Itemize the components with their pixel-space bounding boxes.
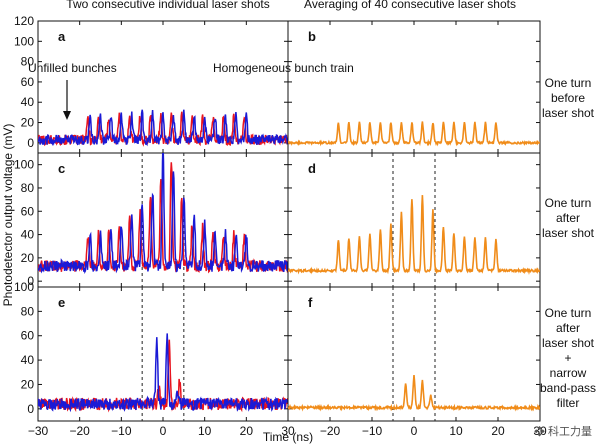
series-line-shot-2 (38, 153, 288, 275)
panel-letter: b (308, 29, 316, 44)
x-tick-label: −30 (28, 424, 49, 438)
series-line-average (288, 121, 540, 147)
y-tick-label: 0 (27, 274, 34, 288)
x-tick-label: 30 (281, 424, 295, 438)
side-label-line: One turn (545, 76, 592, 90)
x-tick-label: −10 (362, 424, 383, 438)
left-column-title: Two consecutive individual laser shots (66, 0, 269, 11)
y-tick-label: 60 (21, 329, 35, 343)
unfilled-bunches-annotation: Unfilled bunches (28, 61, 117, 75)
y-tick-label: 40 (21, 353, 35, 367)
panel-c: 0 20 40 60 80 100 c (14, 152, 289, 288)
y-tick-label: 20 (21, 116, 35, 130)
side-label-line: laser shot (542, 336, 595, 350)
y-tick-label: 40 (21, 95, 35, 109)
x-tick-label: 10 (449, 424, 463, 438)
side-label-line: One turn (545, 306, 592, 320)
series-line-shot-2 (38, 333, 288, 413)
panel-letter: d (308, 161, 316, 176)
panel-e: 0 20 40 60 80 100 −30 −20 −10 0 10 20 30 e (14, 280, 295, 438)
y-tick-label: 120 (14, 14, 34, 28)
x-tick-label: −20 (69, 424, 90, 438)
side-label-line: + (564, 351, 571, 365)
panel-letter: f (308, 295, 313, 310)
y-tick-label: 60 (21, 204, 35, 218)
y-tick-label: 0 (27, 402, 34, 416)
panel-letter: c (58, 161, 65, 176)
y-tick-label: 20 (21, 251, 35, 265)
series-line-average (288, 195, 540, 275)
panel-b: b (287, 20, 541, 154)
side-label-line: laser shot (542, 106, 595, 120)
y-tick-label: 80 (21, 181, 35, 195)
panel-d: d (287, 152, 541, 288)
homogeneous-bunch-train-annotation: Homogeneous bunch train (213, 61, 354, 75)
panel-letter: a (58, 29, 66, 44)
y-tick-label: 100 (14, 280, 34, 294)
watermark-logo: ❖ 科工力量 (534, 423, 592, 439)
side-label-line: narrow (550, 366, 587, 380)
x-tick-label: 20 (491, 424, 505, 438)
series-line-average (288, 375, 540, 412)
y-tick-label: 0 (27, 136, 34, 150)
x-tick-label: 30 (533, 424, 547, 438)
x-tick-label: −10 (111, 424, 132, 438)
watermark-text: 科工力量 (548, 426, 592, 438)
x-tick-label: 0 (160, 424, 167, 438)
x-tick-label: 0 (411, 424, 418, 438)
unfilled-bunches-arrow (63, 80, 71, 120)
x-tick-label: 20 (240, 424, 254, 438)
y-axis-label: Photodetector output voltage (mV) (1, 124, 15, 307)
panel-a: 0 20 40 60 80 100 120 a (14, 14, 289, 154)
panel-letter: e (58, 295, 65, 310)
panel-f-frame (287, 286, 541, 422)
side-label-line: One turn (545, 196, 592, 210)
y-tick-label: 40 (21, 228, 35, 242)
x-tick-label: 10 (198, 424, 212, 438)
side-label-line: before (551, 91, 585, 105)
right-column-title: Averaging of 40 consecutive laser shots (304, 0, 516, 11)
panel-b-frame (287, 20, 541, 154)
y-tick-label: 80 (21, 304, 35, 318)
watermark-icon: ❖ (533, 426, 545, 438)
y-tick-label: 100 (14, 34, 34, 48)
side-label-line: after (556, 321, 580, 335)
y-tick-label: 20 (21, 377, 35, 391)
y-tick-label: 80 (21, 55, 35, 69)
x-tick-label: −20 (320, 424, 341, 438)
series-line-shot-2 (38, 109, 288, 147)
y-tick-label: 60 (21, 75, 35, 89)
panel-a-frame (37, 20, 289, 154)
panel-f: −20 −10 0 10 20 30 f (287, 286, 547, 438)
x-axis-label: Time (ns) (263, 430, 313, 444)
side-label-line: band-pass (540, 381, 596, 395)
side-label-line: filter (557, 396, 580, 410)
side-label-line: laser shot (542, 226, 595, 240)
side-label-line: after (556, 211, 580, 225)
series-line-shot-1 (38, 111, 288, 147)
y-tick-label: 100 (14, 158, 34, 172)
